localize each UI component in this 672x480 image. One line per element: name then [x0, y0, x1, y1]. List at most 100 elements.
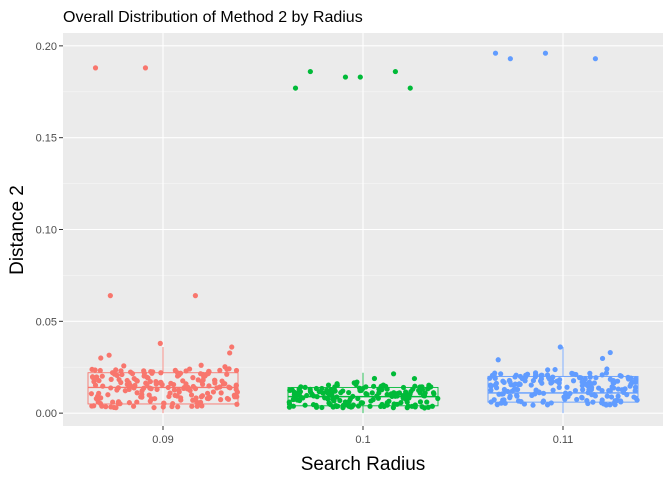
outlier-point — [592, 56, 599, 62]
data-point — [168, 380, 174, 386]
data-point — [199, 379, 205, 385]
data-point — [420, 392, 427, 399]
group-0.1 — [286, 68, 441, 414]
data-point — [570, 378, 577, 384]
data-point — [118, 379, 124, 386]
data-point — [310, 402, 317, 408]
data-point — [346, 403, 352, 409]
data-point — [144, 374, 150, 380]
data-point — [552, 366, 558, 373]
data-point — [536, 389, 542, 395]
y-axis-ticks: 0.00 0.05 0.10 0.15 0.20 — [36, 41, 63, 420]
data-point — [188, 392, 195, 398]
data-point — [108, 385, 114, 391]
data-point — [400, 384, 407, 391]
data-point — [607, 402, 613, 408]
data-point — [593, 375, 599, 381]
data-point — [161, 400, 167, 407]
data-point — [351, 380, 357, 386]
data-point — [539, 372, 545, 378]
data-point — [355, 395, 361, 402]
data-point — [98, 355, 104, 361]
data-point — [149, 370, 155, 376]
data-point — [295, 390, 301, 396]
data-point — [350, 402, 356, 408]
data-point — [390, 371, 397, 377]
data-point — [154, 386, 160, 393]
data-point — [218, 397, 224, 403]
y-tick-label: 0.15 — [36, 133, 57, 145]
data-point — [530, 402, 536, 408]
data-point — [132, 382, 138, 389]
data-point — [290, 396, 296, 403]
data-point — [622, 386, 628, 392]
data-point — [514, 392, 520, 398]
data-point — [574, 396, 580, 403]
data-point — [425, 404, 432, 410]
data-point — [502, 400, 508, 406]
x-tick-label: 0.11 — [553, 434, 574, 446]
data-point — [496, 391, 502, 397]
data-point — [631, 394, 637, 400]
data-point — [416, 387, 422, 393]
chart-title: Overall Distribution of Method 2 by Radi… — [63, 9, 363, 26]
data-point — [134, 399, 140, 405]
outlier-point — [192, 293, 198, 299]
data-point — [398, 400, 404, 406]
data-point — [544, 402, 551, 408]
data-point — [146, 392, 152, 398]
data-point — [612, 402, 618, 408]
data-point — [114, 387, 120, 393]
data-point — [126, 386, 132, 392]
data-point — [175, 404, 181, 410]
data-point — [556, 384, 562, 390]
data-point — [429, 403, 435, 409]
data-point — [206, 383, 212, 389]
data-point — [495, 357, 501, 363]
data-point — [226, 384, 232, 390]
data-point — [359, 400, 366, 406]
data-point — [286, 404, 293, 410]
outlier-point — [292, 85, 299, 91]
data-point — [106, 352, 112, 358]
data-point — [417, 399, 424, 405]
data-point — [214, 385, 220, 391]
data-point — [498, 371, 504, 377]
data-point — [487, 375, 493, 381]
data-point — [428, 384, 434, 390]
data-point — [624, 392, 630, 398]
data-point — [609, 384, 615, 390]
data-point — [103, 404, 109, 410]
data-point — [498, 400, 504, 406]
data-point — [121, 363, 127, 369]
data-point — [110, 399, 116, 405]
data-point — [419, 404, 425, 410]
data-point — [371, 375, 378, 382]
data-point — [296, 386, 302, 392]
data-point — [319, 404, 325, 411]
data-point — [234, 401, 240, 407]
data-point — [608, 394, 615, 400]
data-point — [493, 385, 500, 391]
outlier-point — [507, 56, 513, 62]
data-point — [584, 398, 590, 404]
data-point — [412, 404, 418, 410]
data-point — [545, 367, 551, 373]
data-point — [545, 374, 552, 381]
data-point — [517, 373, 523, 380]
x-tick-label: 0.1 — [355, 434, 370, 446]
data-point — [219, 378, 225, 384]
data-point — [186, 366, 193, 372]
data-point — [166, 393, 172, 400]
data-point — [384, 391, 390, 398]
data-point — [599, 397, 605, 403]
data-point — [381, 403, 387, 410]
data-point — [612, 398, 618, 404]
data-point — [193, 395, 199, 401]
data-point — [307, 389, 314, 395]
data-point — [337, 397, 343, 404]
outlier-point — [142, 65, 149, 71]
data-point — [170, 401, 176, 407]
data-point — [532, 391, 538, 397]
data-point — [589, 392, 595, 398]
